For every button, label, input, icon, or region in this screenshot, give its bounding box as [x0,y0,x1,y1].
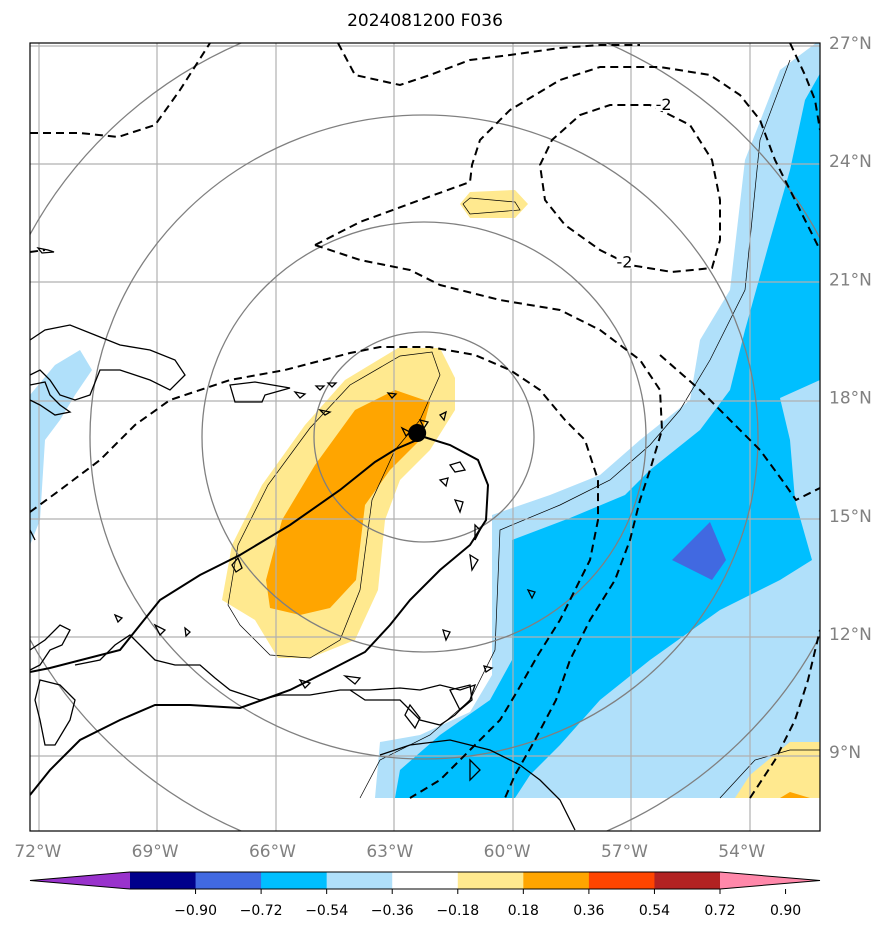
colorbar-tick-label: 0.90 [770,903,801,919]
colorbar-segment [457,872,524,889]
colorbar-tick-label: −0.54 [305,903,348,919]
negative-shading-strong [672,522,726,580]
positive-shading-southeast-core [780,792,810,798]
colorbar-extend-low [30,872,130,889]
lat-tick-label: 21°N [829,270,872,290]
map-frame [29,42,821,832]
lat-tick-label: 27°N [829,34,872,54]
colorbar-tick-label: −0.90 [174,903,217,919]
storm-center-marker [408,424,427,443]
colorbar-segment [326,872,393,889]
latitude-labels: 27°N 24°N 21°N 18°N 15°N 12°N 9°N [829,34,872,763]
colorbar-tick-label: 0.72 [704,903,735,919]
colorbar-tick-label: −0.18 [436,903,479,919]
lon-tick-label: 63°W [366,842,413,862]
colorbar-segment [654,872,721,889]
lat-tick-label: 12°N [829,625,872,645]
colorbar-tick-label: 0.18 [508,903,539,919]
map-panel: -2 -2 [29,42,821,832]
lat-tick-label: 15°N [829,507,872,527]
lon-tick-label: 57°W [601,842,648,862]
figure-title: 2024081200 F036 [347,11,503,31]
lat-tick-label: 24°N [829,152,872,172]
lon-tick-label: 72°W [14,842,61,862]
colorbar-segment [261,872,328,889]
colorbar-segment [195,872,262,889]
contour-label: -2 [616,253,632,272]
negative-shading-west [30,350,92,545]
contour-labels: -2 -2 [616,95,672,272]
colorbar-tick-label: −0.36 [371,903,414,919]
colorbar-outline [29,871,821,890]
colorbar-tick-label: −0.72 [240,903,283,919]
contour-label: -2 [656,95,672,114]
lon-tick-label: 66°W [249,842,296,862]
lat-tick-label: 9°N [829,743,861,763]
lon-tick-label: 60°W [484,842,531,862]
colorbar-segment [130,872,197,889]
colorbar-labels: −0.90 −0.72 −0.54 −0.36 −0.18 0.18 0.36 0.54 0.7… [174,889,801,919]
colorbar-tick-label: 0.54 [639,903,670,919]
dashed-contours [30,43,820,799]
colorbar [29,871,821,890]
contour-label-background [655,95,672,112]
lon-tick-label: 54°W [718,842,765,862]
graticule [30,43,820,831]
longitude-labels: 72°W 69°W 66°W 63°W 60°W 57°W 54°W [14,842,765,862]
storm-track [30,435,490,796]
colorbar-tick-label: 0.36 [573,903,604,919]
colorbar-segment [588,872,655,889]
colorbar-extend-high [720,872,820,889]
negative-shading-mid [395,73,820,798]
lon-tick-label: 69°W [132,842,179,862]
positive-shading-inner [266,390,430,615]
coastlines [30,247,576,831]
lat-tick-label: 18°N [829,389,872,409]
colorbar-segment [523,872,590,889]
distance-rings [30,43,820,831]
contour-label-background [616,252,633,269]
colorbar-segment [392,872,459,889]
